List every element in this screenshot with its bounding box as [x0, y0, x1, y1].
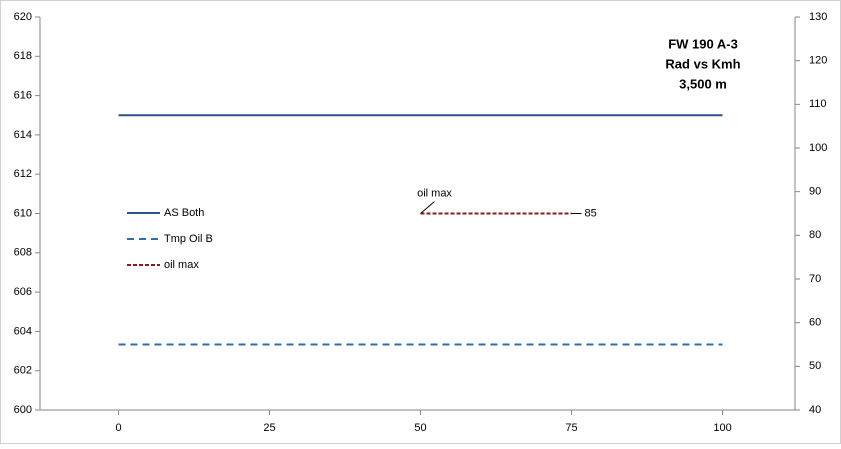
y2-tick-label: 90 — [809, 186, 821, 198]
data-label: 85 — [585, 207, 597, 219]
y2-tick-label: 70 — [809, 273, 821, 285]
legend-label: Tmp Oil B — [164, 233, 213, 245]
y-tick-label: 616 — [14, 90, 32, 102]
y-tick-label: 618 — [14, 50, 32, 62]
x-tick-label: 25 — [263, 422, 275, 434]
y2-tick-label: 50 — [809, 360, 821, 372]
y2-tick-label: 80 — [809, 229, 821, 241]
chart-title: FW 190 A-3 — [668, 36, 738, 51]
y2-tick-label: 130 — [809, 11, 827, 23]
x-tick-label: 50 — [414, 422, 426, 434]
x-tick-label: 75 — [565, 422, 577, 434]
y2-tick-label: 100 — [809, 142, 827, 154]
series-label: oil max — [417, 187, 452, 199]
y2-tick-label: 110 — [809, 98, 827, 110]
y-tick-label: 612 — [14, 168, 32, 180]
y-tick-label: 606 — [14, 286, 32, 298]
y-tick-label: 602 — [14, 365, 32, 377]
x-tick-label: 100 — [713, 422, 731, 434]
label-leader — [420, 201, 435, 214]
y2-tick-label: 60 — [809, 317, 821, 329]
y-tick-label: 620 — [14, 11, 32, 23]
y2-tick-label: 40 — [809, 404, 821, 416]
y-tick-label: 604 — [14, 325, 32, 337]
legend-label: AS Both — [164, 207, 204, 219]
x-tick-label: 0 — [115, 422, 121, 434]
y-tick-label: 608 — [14, 247, 32, 259]
chart-title: Rad vs Kmh — [665, 56, 740, 71]
legend-label: oil max — [164, 259, 199, 271]
y2-tick-label: 120 — [809, 55, 827, 67]
y-tick-label: 610 — [14, 207, 32, 219]
y-tick-label: 614 — [14, 129, 32, 141]
y-tick-label: 600 — [14, 404, 32, 416]
title-box — [655, 33, 755, 95]
chart-title: 3,500 m — [679, 76, 727, 91]
